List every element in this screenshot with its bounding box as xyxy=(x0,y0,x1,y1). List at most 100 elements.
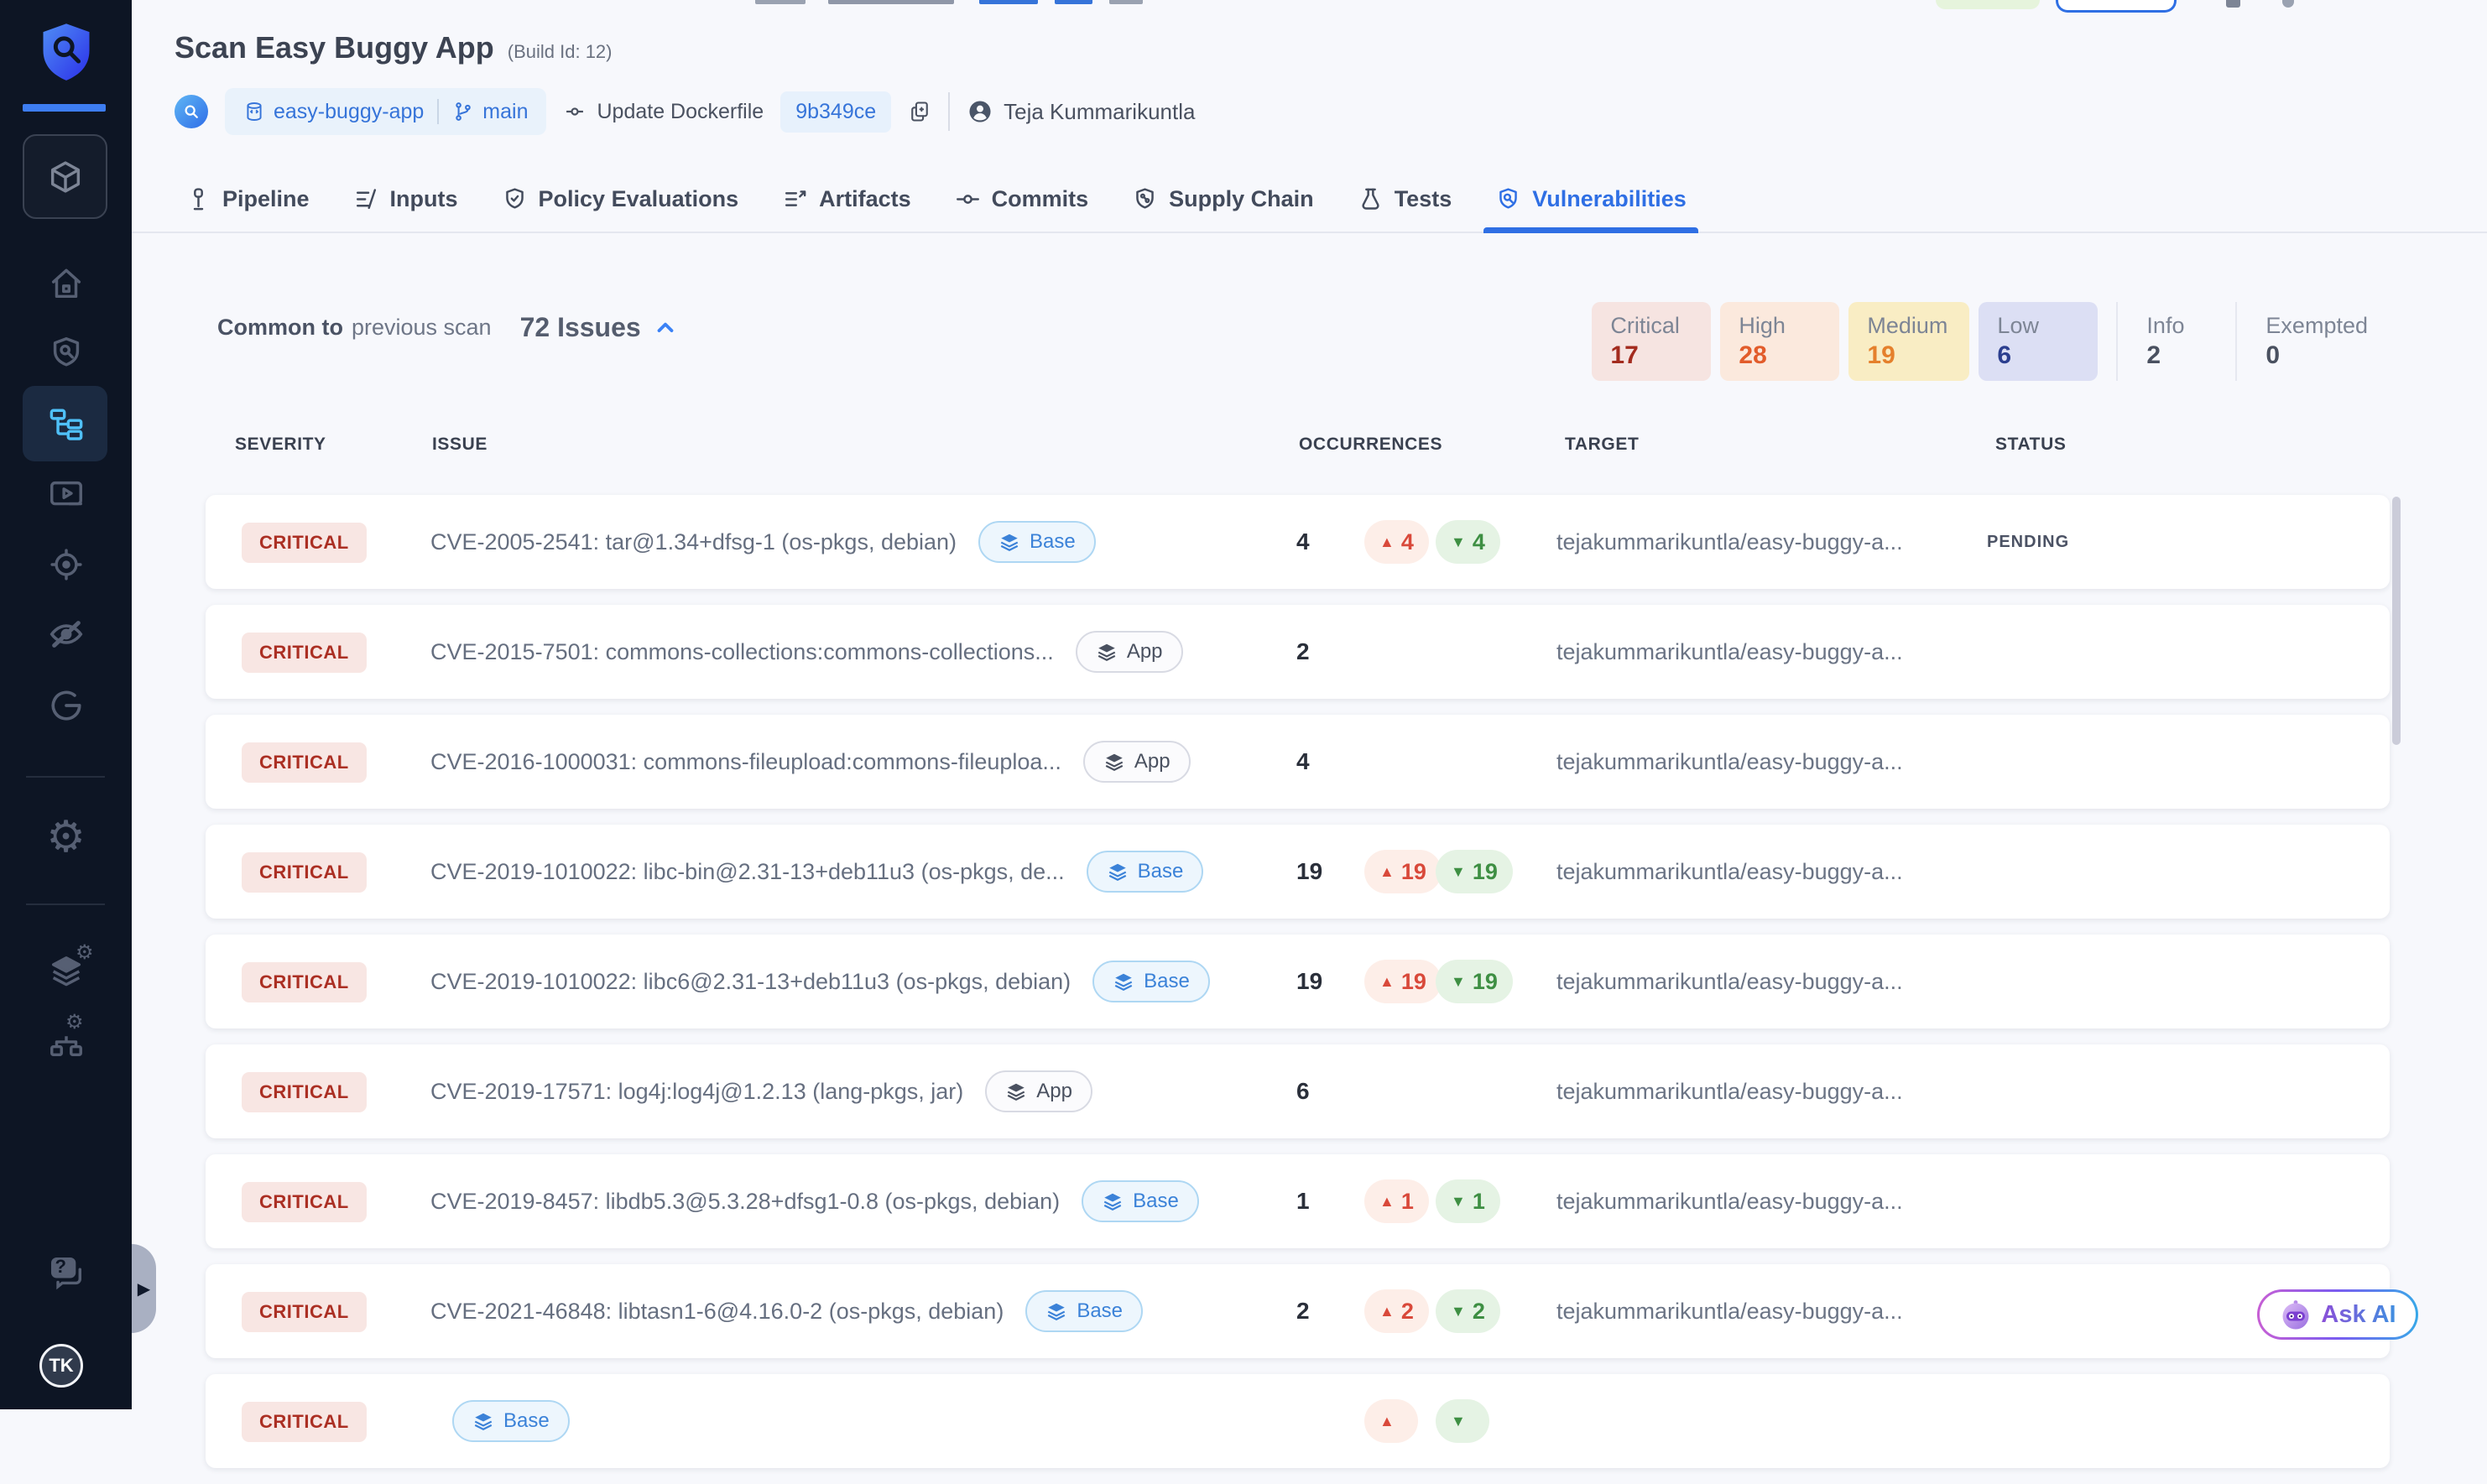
layers-icon xyxy=(1045,1300,1067,1322)
breadcrumb-fragment xyxy=(1055,0,1092,4)
sidebar: ⚙ ⚙ ⚙ ? TK xyxy=(0,0,132,1409)
commit-message: Update Dockerfile xyxy=(563,100,764,124)
sidebar-item-hidden[interactable] xyxy=(0,615,132,653)
sidebar-item-help-chat[interactable]: ? xyxy=(0,1253,132,1296)
sidebar-item-package[interactable] xyxy=(23,134,107,219)
shield-search-icon xyxy=(53,337,79,367)
table-row[interactable]: CRITICAL CVE-2005-2541: tar@1.34+dfsg-1 (… xyxy=(206,495,2390,589)
severity-filter-info[interactable]: Info 2 xyxy=(2116,302,2217,381)
table-row[interactable]: CRITICAL CVE-2016-1000031: commons-fileup… xyxy=(206,715,2390,809)
issue-title[interactable]: CVE-2016-1000031: commons-fileupload:com… xyxy=(430,748,1061,774)
tab-supply-chain[interactable]: Supply Chain xyxy=(1132,166,1314,232)
play-screen-icon xyxy=(50,481,82,506)
sidebar-divider xyxy=(26,903,105,905)
tab-pipeline[interactable]: Pipeline xyxy=(185,166,310,232)
ai-mascot-icon xyxy=(2282,1300,2309,1330)
git-branch-icon xyxy=(456,102,472,121)
layers-icon xyxy=(472,1410,494,1432)
ask-ai-button[interactable]: Ask AI xyxy=(2257,1289,2418,1340)
sidebar-item-network-settings[interactable]: ⚙ xyxy=(0,1011,132,1065)
build-id-label: (Build Id: 12) xyxy=(507,41,613,62)
cutoff-primary-button[interactable] xyxy=(2056,0,2177,13)
table-row[interactable]: CRITICAL CVE-2015-7501: commons-collectio… xyxy=(206,605,2390,699)
severity-filter-high[interactable]: High 28 xyxy=(1720,302,1840,381)
triangle-up-icon: ▲ xyxy=(1379,1412,1395,1429)
table-row[interactable]: CRITICAL CVE-2021-46848: libtasn1-6@4.16.… xyxy=(206,1264,2390,1358)
repository-icon xyxy=(247,102,262,121)
gear-icon: ⚙ xyxy=(46,813,86,862)
sidebar-item-layer-settings[interactable]: ⚙ xyxy=(0,941,132,993)
triangle-up-icon: ▲ xyxy=(1379,1192,1395,1210)
scope-label: Base xyxy=(1077,1299,1124,1322)
table-row[interactable]: CRITICAL CVE-2019-1010022: libc6@2.31-13+… xyxy=(206,935,2390,1028)
tab-vulnerabilities[interactable]: Vulnerabilities xyxy=(1483,166,1698,233)
tab-commits[interactable]: Commits xyxy=(955,166,1088,232)
col-header-target: TARGET xyxy=(1565,435,1640,454)
issue-title[interactable]: CVE-2015-7501: commons-collections:commo… xyxy=(430,638,1054,664)
filter-count: 6 xyxy=(1997,341,2012,369)
gear-icon: ⚙ xyxy=(75,941,94,964)
ask-ai-label: Ask AI xyxy=(2321,1300,2396,1328)
filter-label: Info xyxy=(2146,313,2185,338)
cutoff-user-icon[interactable] xyxy=(2282,0,2294,8)
filter-count: 19 xyxy=(1867,341,1895,369)
table-row[interactable]: CRITICAL CVE-2019-8457: libdb5.3@5.3.28+d… xyxy=(206,1154,2390,1248)
table-row[interactable]: CRITICAL CVE-2019-1010022: libc-bin@2.31-… xyxy=(206,825,2390,919)
tab-artifacts[interactable]: Artifacts xyxy=(782,166,911,232)
repo-link[interactable]: easy-buggy-app xyxy=(243,100,424,124)
issue-title[interactable]: CVE-2019-1010022: libc-bin@2.31-13+deb11… xyxy=(430,858,1065,884)
vertical-scrollbar[interactable] xyxy=(2392,497,2401,745)
copy-icon[interactable] xyxy=(908,100,931,123)
issue-cell: CVE-2005-2541: tar@1.34+dfsg-1 (os-pkgs,… xyxy=(430,495,1096,589)
severity-filter-low[interactable]: Low 6 xyxy=(1979,302,2099,381)
issue-title[interactable]: CVE-2021-46848: libtasn1-6@4.16.0-2 (os-… xyxy=(430,1298,1004,1324)
issues-count[interactable]: 72 Issues xyxy=(519,312,641,342)
sidebar-item-pipelines[interactable] xyxy=(0,404,132,443)
col-header-severity: SEVERITY xyxy=(235,435,326,454)
eye-off-icon xyxy=(50,621,82,648)
tab-tests[interactable]: Tests xyxy=(1358,166,1452,232)
issue-title[interactable]: CVE-2019-8457: libdb5.3@5.3.28+dfsg1-0.8… xyxy=(430,1188,1061,1214)
issue-title[interactable]: CVE-2019-1010022: libc6@2.31-13+deb11u3 … xyxy=(430,968,1071,994)
sidebar-item-runs[interactable] xyxy=(0,476,132,514)
sidebar-item-power[interactable] xyxy=(0,686,132,725)
severity-filter-exempted[interactable]: Exempted 0 xyxy=(2235,302,2390,381)
table-row[interactable]: CRITICAL CVE-2019-17571: log4j:log4j@1.2.… xyxy=(206,1044,2390,1138)
filter-count: 0 xyxy=(2265,341,2281,369)
sidebar-item-home[interactable] xyxy=(0,264,132,303)
tab-bar: Pipeline Inputs Policy Evaluations Artifact… xyxy=(132,166,2487,233)
layers-icon xyxy=(1107,861,1129,883)
scope-pill-base: Base xyxy=(1086,851,1204,893)
tab-policy-evaluations[interactable]: Policy Evaluations xyxy=(502,166,738,232)
severity-filter-critical[interactable]: Critical 17 xyxy=(1592,302,1712,381)
scope-pill-app: App xyxy=(1075,631,1183,673)
sitemap-gear-icon xyxy=(50,1036,82,1057)
power-icon xyxy=(50,690,81,721)
app-logo-shield-search-icon[interactable] xyxy=(0,20,132,87)
sidebar-item-settings[interactable]: ⚙ xyxy=(0,815,132,859)
tab-inputs[interactable]: Inputs xyxy=(353,166,458,232)
col-header-issue: ISSUE xyxy=(432,435,488,454)
sidebar-item-targets[interactable] xyxy=(0,545,132,584)
scope-label: Base xyxy=(503,1409,550,1432)
cutoff-edit-icon[interactable] xyxy=(2226,0,2240,8)
target-image: tejakummarikuntla/easy-buggy-a... xyxy=(1556,748,1903,774)
issue-title[interactable]: CVE-2005-2541: tar@1.34+dfsg-1 (os-pkgs,… xyxy=(430,529,957,555)
tab-label: Pipeline xyxy=(222,185,310,211)
sidebar-item-scans[interactable] xyxy=(0,334,132,372)
triangle-down-icon: ▼ xyxy=(1451,1192,1466,1210)
branch-link[interactable]: main xyxy=(452,100,528,124)
issue-title[interactable]: CVE-2019-17571: log4j:log4j@1.2.13 (lang… xyxy=(430,1078,964,1104)
sidebar-expand-handle[interactable]: ▶ xyxy=(132,1244,156,1333)
occurrences-count: 19 xyxy=(1296,968,1323,994)
scope-label: Base xyxy=(1137,860,1184,883)
commit-sha[interactable]: 9b349ce xyxy=(780,91,892,133)
table-row[interactable]: CRITICAL Base ▲ ▼ xyxy=(206,1374,2390,1468)
severity-filter-medium[interactable]: Medium 19 xyxy=(1848,302,1970,381)
delta-decrease-value: 2 xyxy=(1472,1298,1485,1324)
target-image: tejakummarikuntla/easy-buggy-a... xyxy=(1556,638,1903,664)
supply-chain-icon xyxy=(1132,186,1158,212)
chevron-up-icon[interactable] xyxy=(653,315,678,341)
user-avatar[interactable]: TK xyxy=(39,1344,83,1388)
home-icon xyxy=(51,268,81,299)
